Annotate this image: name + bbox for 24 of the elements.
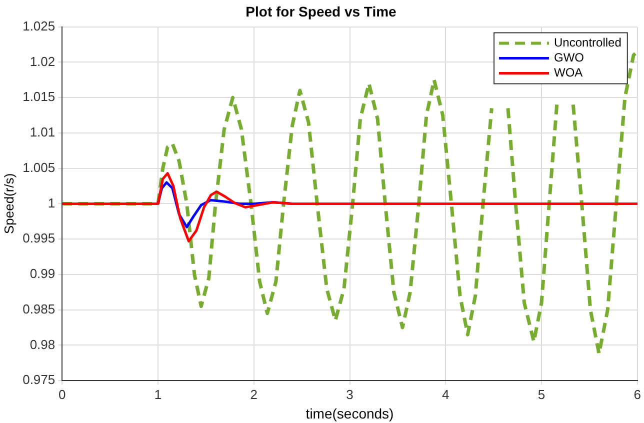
y-tick-label: 1.01 bbox=[30, 124, 56, 140]
y-tick-label: 1.025 bbox=[22, 18, 56, 34]
y-tick-label: 0.995 bbox=[22, 230, 56, 246]
legend-label: WOA bbox=[554, 66, 583, 80]
y-tick-label: 1.015 bbox=[22, 89, 56, 104]
x-tick-label: 2 bbox=[250, 386, 258, 402]
y-tick-label: 1 bbox=[48, 195, 56, 210]
x-tick-label: 3 bbox=[346, 386, 354, 402]
x-tick-label: 6 bbox=[634, 386, 641, 402]
x-axis-title: time(seconds) bbox=[306, 405, 394, 422]
legend-label: Uncontrolled bbox=[554, 36, 622, 50]
y-tick-label: 0.985 bbox=[22, 301, 56, 316]
y-tick-label: 0.975 bbox=[22, 372, 56, 388]
x-tick-label: 1 bbox=[154, 386, 162, 402]
legend-label: GWO bbox=[554, 50, 584, 65]
y-axis-title: Speed(r/s) bbox=[1, 173, 16, 234]
y-tick-label: 0.98 bbox=[30, 336, 56, 352]
x-tick-label: 4 bbox=[442, 386, 450, 402]
y-tick-label: 1.005 bbox=[22, 160, 56, 175]
chart-title: Plot for Speed vs Time bbox=[246, 3, 397, 20]
x-tick-label: 5 bbox=[538, 386, 546, 402]
y-tick-label: 1.02 bbox=[30, 54, 56, 69]
y-tick-label: 0.99 bbox=[30, 266, 56, 282]
x-tick-label: 0 bbox=[58, 386, 66, 402]
